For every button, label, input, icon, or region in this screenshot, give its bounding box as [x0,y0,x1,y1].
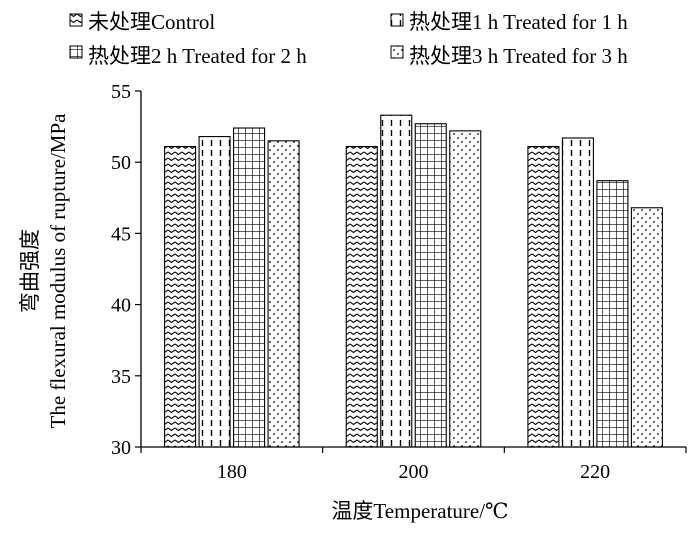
legend-label-3: 热处理3 h Treated for 3 h [409,44,628,68]
y-tick-label: 30 [111,437,131,459]
legend-swatch-3 [391,46,403,58]
legend-label-0: 未处理Control [88,10,215,34]
y-tick-label: 50 [111,152,131,174]
bar-series-1-200 [381,115,412,447]
legend-swatch-0 [70,14,82,26]
legend-swatch-1 [391,14,403,26]
y-axis-title: 弯曲强度 The flexural modulus of rupture/MPa [18,113,70,429]
y-tick-label: 40 [111,295,131,317]
x-axis-ticks: 180 200 220 [141,447,686,483]
bars [165,115,663,447]
legend-item-2: 热处理2 h Treated for 2 h [70,44,307,68]
bar-series-3-200 [450,131,481,447]
bar-series-0-220 [528,147,559,447]
bar-series-0-180 [165,147,196,447]
y-tick-label: 55 [111,81,131,103]
x-tick-label: 200 [399,461,429,483]
y-axis-ticks: 30 35 40 45 50 55 [111,81,141,459]
bar-series-2-220 [597,181,628,447]
x-tick-label: 220 [580,461,610,483]
bar-series-2-200 [415,124,446,447]
legend-swatch-2 [70,46,82,58]
legend-label-1: 热处理1 h Treated for 1 h [409,10,628,34]
legend-item-0: 未处理Control [70,10,215,34]
y-tick-label: 35 [111,366,131,388]
legend-item-3: 热处理3 h Treated for 3 h [391,44,628,68]
x-tick-label: 180 [217,461,247,483]
legend: 未处理Control 热处理1 h Treated for 1 h 热处理2 h… [70,10,628,68]
legend-label-2: 热处理2 h Treated for 2 h [88,44,307,68]
bar-series-1-180 [199,137,230,447]
legend-item-1: 热处理1 h Treated for 1 h [391,10,628,34]
y-axis-title-en: The flexural modulus of rupture/MPa [46,113,70,429]
bar-series-3-220 [631,208,662,447]
y-axis-title-cn: 弯曲强度 [18,229,42,313]
bar-series-3-180 [268,141,299,447]
bar-series-2-180 [234,128,265,447]
bar-series-0-200 [346,147,377,447]
y-tick-label: 45 [111,223,131,245]
x-axis-title: 温度Temperature/℃ [331,499,508,523]
bar-series-1-220 [562,138,593,447]
